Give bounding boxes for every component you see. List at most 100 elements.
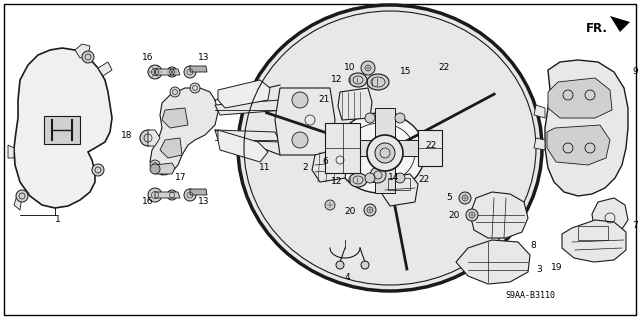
Text: 12: 12 [331, 177, 342, 187]
Text: 4: 4 [345, 273, 351, 283]
Ellipse shape [367, 74, 389, 90]
Bar [44, 116, 80, 144]
Circle shape [459, 192, 471, 204]
Polygon shape [375, 108, 395, 193]
Polygon shape [534, 138, 545, 150]
Polygon shape [418, 130, 442, 166]
Circle shape [292, 92, 308, 108]
Polygon shape [592, 198, 628, 236]
Circle shape [395, 113, 405, 123]
Circle shape [332, 152, 348, 168]
Text: 11: 11 [259, 164, 270, 173]
Circle shape [184, 66, 196, 78]
Text: 16: 16 [142, 54, 154, 63]
Text: 14: 14 [388, 174, 399, 182]
Circle shape [167, 190, 177, 200]
Text: 22: 22 [438, 63, 449, 72]
Text: 18: 18 [120, 130, 132, 139]
Polygon shape [275, 88, 335, 155]
Circle shape [92, 164, 104, 176]
Circle shape [365, 113, 375, 123]
Text: 20: 20 [449, 211, 460, 219]
Circle shape [140, 130, 156, 146]
Ellipse shape [335, 113, 425, 193]
Circle shape [361, 261, 369, 269]
Polygon shape [155, 192, 180, 198]
Circle shape [364, 204, 376, 216]
Circle shape [190, 83, 200, 93]
Polygon shape [190, 66, 207, 72]
Text: 1: 1 [55, 216, 61, 225]
Circle shape [148, 65, 162, 79]
Bar [578, 226, 608, 240]
Polygon shape [155, 163, 175, 174]
Circle shape [150, 160, 160, 170]
Text: 22: 22 [425, 140, 436, 150]
Polygon shape [547, 125, 610, 165]
Text: 16: 16 [142, 197, 154, 206]
Polygon shape [335, 140, 440, 156]
Ellipse shape [349, 173, 367, 187]
Circle shape [148, 188, 162, 202]
Text: 13: 13 [198, 197, 209, 206]
Polygon shape [325, 123, 360, 173]
Circle shape [170, 87, 180, 97]
Polygon shape [215, 100, 285, 115]
Text: 20: 20 [344, 207, 356, 217]
Text: 21: 21 [319, 95, 330, 105]
Text: 19: 19 [550, 263, 562, 272]
Text: S9AA-B3110: S9AA-B3110 [505, 291, 555, 300]
Polygon shape [548, 78, 612, 118]
Polygon shape [312, 148, 348, 182]
Polygon shape [75, 44, 90, 58]
Polygon shape [160, 138, 182, 158]
Text: 22: 22 [418, 175, 429, 184]
Circle shape [167, 67, 177, 77]
Polygon shape [162, 108, 188, 128]
Polygon shape [338, 88, 372, 120]
Polygon shape [610, 16, 630, 32]
Circle shape [16, 190, 28, 202]
Circle shape [150, 164, 160, 174]
Circle shape [336, 261, 344, 269]
Polygon shape [534, 105, 545, 118]
Circle shape [367, 135, 403, 171]
Circle shape [292, 132, 308, 148]
Circle shape [184, 189, 196, 201]
Text: 5: 5 [446, 194, 452, 203]
Circle shape [395, 173, 405, 183]
Circle shape [365, 173, 375, 183]
Polygon shape [545, 60, 628, 196]
Ellipse shape [238, 5, 542, 291]
Polygon shape [190, 189, 207, 195]
Text: 12: 12 [331, 76, 342, 85]
Text: FR.: FR. [586, 21, 608, 34]
Circle shape [466, 209, 478, 221]
Circle shape [160, 165, 170, 175]
Polygon shape [150, 88, 218, 175]
Text: 3: 3 [536, 265, 541, 275]
Polygon shape [456, 240, 530, 284]
Polygon shape [382, 174, 418, 206]
Text: 7: 7 [632, 220, 637, 229]
Bar [388, 178, 410, 190]
Polygon shape [218, 130, 268, 162]
Text: 10: 10 [344, 63, 355, 72]
Polygon shape [8, 145, 14, 158]
Polygon shape [98, 62, 112, 76]
Text: 13: 13 [198, 54, 209, 63]
Circle shape [361, 61, 375, 75]
Text: 9: 9 [632, 68, 637, 77]
Polygon shape [148, 130, 160, 146]
Ellipse shape [349, 73, 367, 87]
Polygon shape [215, 130, 280, 142]
Circle shape [82, 51, 94, 63]
Polygon shape [470, 192, 528, 238]
Text: 8: 8 [530, 241, 536, 249]
Polygon shape [14, 192, 22, 210]
Text: 6: 6 [323, 158, 328, 167]
Polygon shape [562, 220, 626, 262]
Circle shape [325, 200, 335, 210]
Text: 15: 15 [400, 68, 412, 77]
Polygon shape [14, 48, 112, 208]
